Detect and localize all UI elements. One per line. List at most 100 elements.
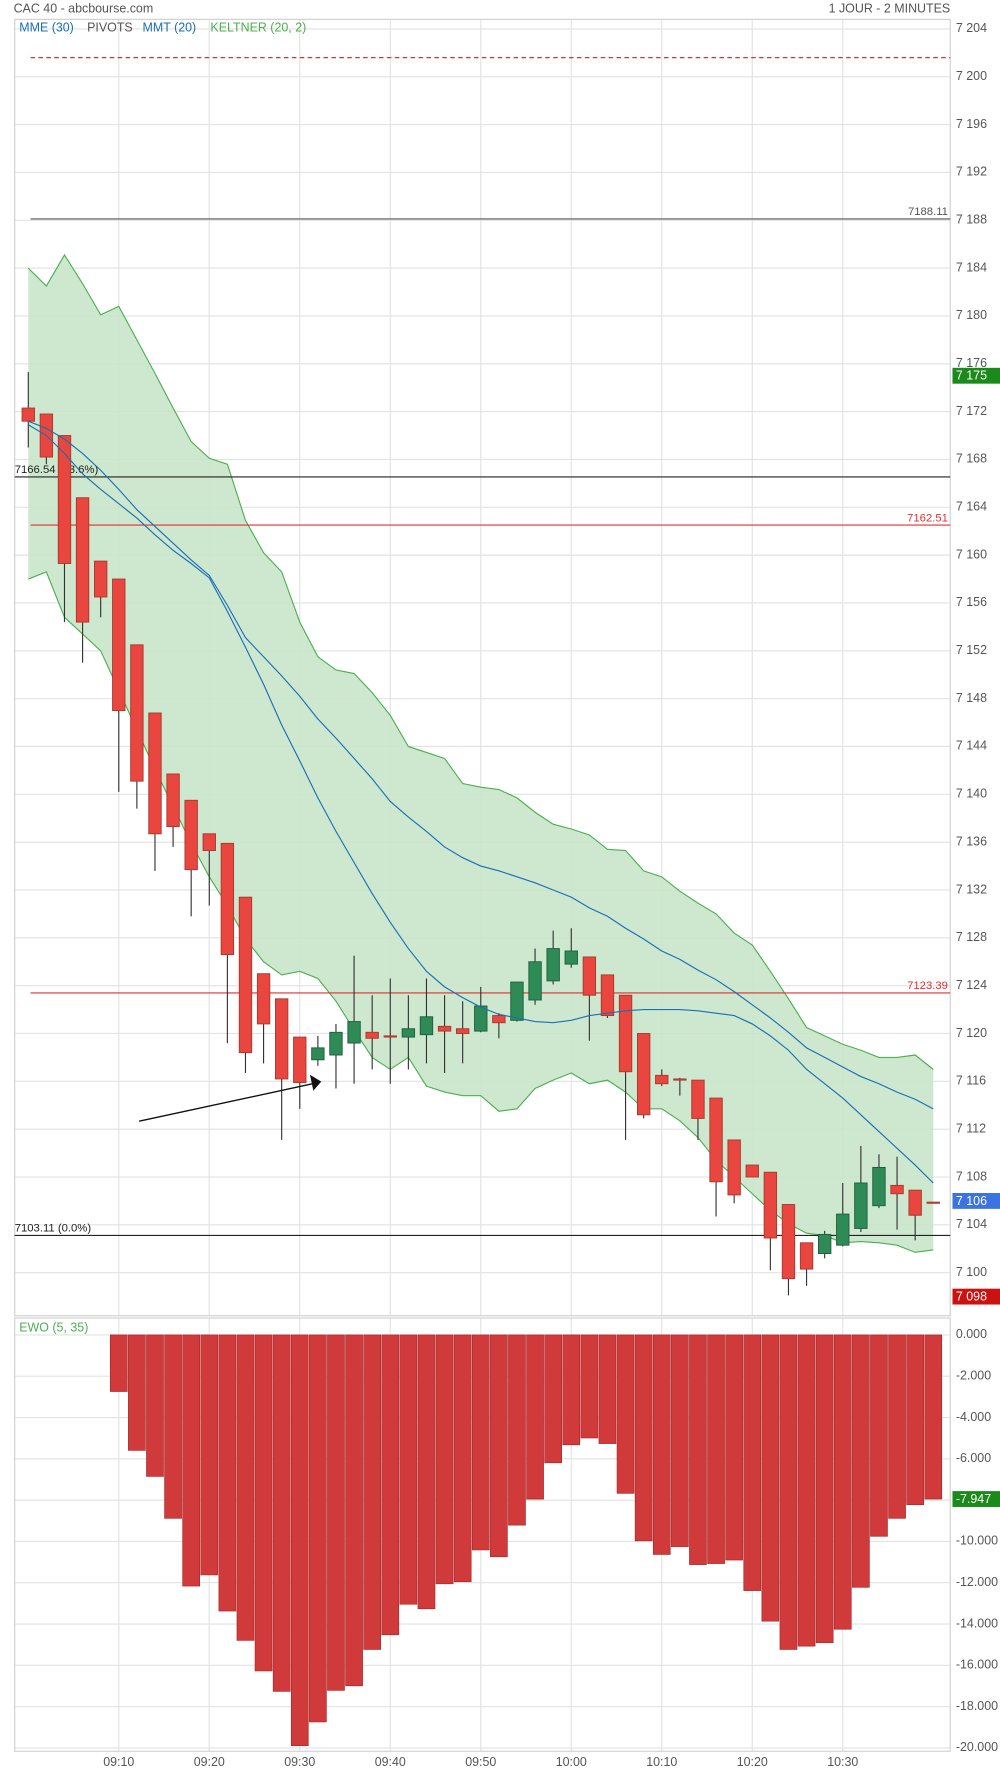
bar (725, 1334, 743, 1561)
bar (508, 1334, 526, 1526)
y-tick-label: 7 204 (956, 21, 987, 35)
candle-body (419, 1016, 434, 1036)
candle-body (600, 974, 615, 1017)
pivot-label: 7166.54 (23.6%) (15, 464, 99, 476)
bar (146, 1334, 164, 1477)
y-tick-label: 7 120 (956, 1026, 987, 1040)
y-tick-label: -10.000 (956, 1534, 998, 1548)
y-tick-label: -14.000 (956, 1616, 998, 1630)
bar (888, 1334, 906, 1519)
legend-entry: KELTNER (20, 2) (210, 21, 306, 35)
bar (453, 1334, 472, 1583)
pivot-label: 7188.11 (908, 206, 948, 218)
legend-entry: MMT (20) (143, 21, 197, 35)
y-tick-label: -4.000 (956, 1410, 991, 1424)
price-marker (952, 1193, 1000, 1209)
price-marker-label: 7 175 (956, 369, 987, 383)
pivot-label: 7103.11 (0.0%) (15, 1223, 92, 1235)
candle-body (455, 1028, 470, 1034)
bar (290, 1334, 309, 1747)
bar (924, 1334, 943, 1500)
bar (345, 1334, 363, 1687)
candle-body (908, 1189, 922, 1216)
candle-body (872, 1166, 886, 1207)
candle-body (347, 1021, 361, 1044)
pivot-label: 7162.51 (907, 512, 948, 524)
candle-body (329, 1031, 343, 1056)
bar (327, 1334, 345, 1691)
bar (598, 1334, 617, 1444)
bar (689, 1334, 707, 1565)
y-tick-label: 7 188 (956, 213, 987, 227)
bar (164, 1334, 182, 1519)
candle-body (510, 981, 524, 1021)
bar (616, 1334, 635, 1494)
y-tick-label: 7 136 (956, 834, 987, 848)
y-tick-label: 7 164 (956, 500, 987, 514)
bar (490, 1334, 508, 1558)
candle-body (383, 1035, 397, 1038)
annotation-arrow (138, 1083, 313, 1122)
bar (743, 1334, 762, 1591)
candle-body (799, 1242, 814, 1270)
bar (779, 1334, 798, 1650)
price-marker (952, 367, 1000, 384)
y-tick-label: 7 180 (956, 308, 987, 322)
keltner-upper (27, 253, 934, 1070)
y-tick-label: -16.000 (956, 1658, 998, 1672)
bar (852, 1334, 870, 1588)
candle-body (836, 1213, 850, 1246)
bar (761, 1334, 780, 1622)
bar (254, 1334, 273, 1672)
y-tick-label: 7 128 (956, 930, 987, 944)
pivot-label: 7123.39 (907, 980, 948, 992)
candle-body (474, 1005, 488, 1032)
price-marker (952, 1491, 1000, 1507)
candle-body (148, 712, 162, 835)
y-tick-label: 7 112 (956, 1121, 986, 1135)
bar (399, 1334, 418, 1605)
bar (562, 1334, 581, 1446)
y-tick-label: -18.000 (956, 1699, 998, 1713)
chart-title: CAC 40 - abcbourse.com (14, 1, 154, 15)
candle-body (763, 1171, 778, 1239)
candle-body (202, 833, 216, 851)
y-tick-label: 7 140 (956, 787, 987, 801)
y-tick-label: 7 192 (956, 165, 987, 179)
candle-body (781, 1204, 796, 1280)
bar (309, 1334, 327, 1723)
bar (634, 1334, 653, 1542)
candle-body (691, 1079, 705, 1119)
y-tick-label: 7 196 (956, 117, 987, 131)
candle-body (528, 961, 542, 1001)
y-tick-label: 7 116 (956, 1074, 986, 1088)
annotation-arrowhead (309, 1074, 322, 1091)
candle-body (618, 994, 633, 1073)
bar (526, 1334, 544, 1500)
candle-body (564, 950, 578, 965)
y-tick-label: 0.000 (956, 1327, 987, 1341)
candle-body (112, 578, 126, 712)
y-tick-label: 7 108 (956, 1169, 987, 1183)
x-tick-label: 10:20 (737, 1755, 768, 1769)
y-tick-label: 7 156 (956, 595, 987, 609)
bar (128, 1334, 146, 1451)
bar (417, 1334, 436, 1610)
price-marker (952, 1288, 1000, 1305)
y-tick-label: 7 124 (956, 978, 987, 992)
bar (870, 1334, 888, 1537)
bar (707, 1334, 725, 1564)
bar (906, 1334, 924, 1506)
candle-body (926, 1201, 940, 1204)
x-tick-label: 09:40 (375, 1755, 406, 1769)
candle-body (437, 1025, 452, 1032)
candle-body (293, 1036, 307, 1083)
bar (580, 1334, 599, 1439)
price-marker-label: -7.947 (956, 1492, 991, 1506)
candle-body (94, 560, 108, 598)
y-tick-label: 7 172 (956, 404, 987, 418)
candle-body (745, 1164, 759, 1178)
bar (182, 1334, 200, 1587)
bar (544, 1334, 562, 1464)
